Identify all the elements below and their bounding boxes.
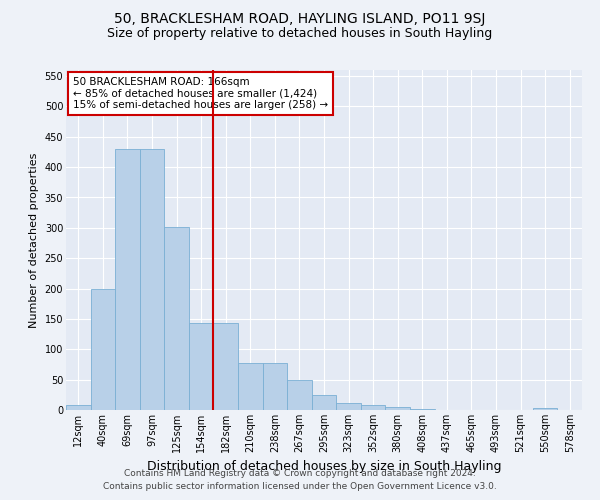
Bar: [312, 395, 336, 410]
Y-axis label: Number of detached properties: Number of detached properties: [29, 152, 39, 328]
Bar: [533, 408, 557, 410]
Bar: [287, 380, 312, 410]
Bar: [410, 409, 434, 410]
Text: Contains public sector information licensed under the Open Government Licence v3: Contains public sector information licen…: [103, 482, 497, 491]
Bar: [385, 407, 410, 410]
Text: 50 BRACKLESHAM ROAD: 166sqm
← 85% of detached houses are smaller (1,424)
15% of : 50 BRACKLESHAM ROAD: 166sqm ← 85% of det…: [73, 77, 328, 110]
Bar: [66, 405, 91, 410]
Text: 50, BRACKLESHAM ROAD, HAYLING ISLAND, PO11 9SJ: 50, BRACKLESHAM ROAD, HAYLING ISLAND, PO…: [115, 12, 485, 26]
Bar: [361, 405, 385, 410]
Bar: [189, 323, 214, 410]
Bar: [214, 323, 238, 410]
Text: Size of property relative to detached houses in South Hayling: Size of property relative to detached ho…: [107, 28, 493, 40]
Bar: [91, 288, 115, 410]
Bar: [263, 362, 287, 410]
Text: Contains HM Land Registry data © Crown copyright and database right 2024.: Contains HM Land Registry data © Crown c…: [124, 468, 476, 477]
Bar: [140, 149, 164, 410]
Bar: [115, 149, 140, 410]
Bar: [336, 402, 361, 410]
Bar: [238, 362, 263, 410]
X-axis label: Distribution of detached houses by size in South Hayling: Distribution of detached houses by size …: [147, 460, 501, 473]
Bar: [164, 226, 189, 410]
